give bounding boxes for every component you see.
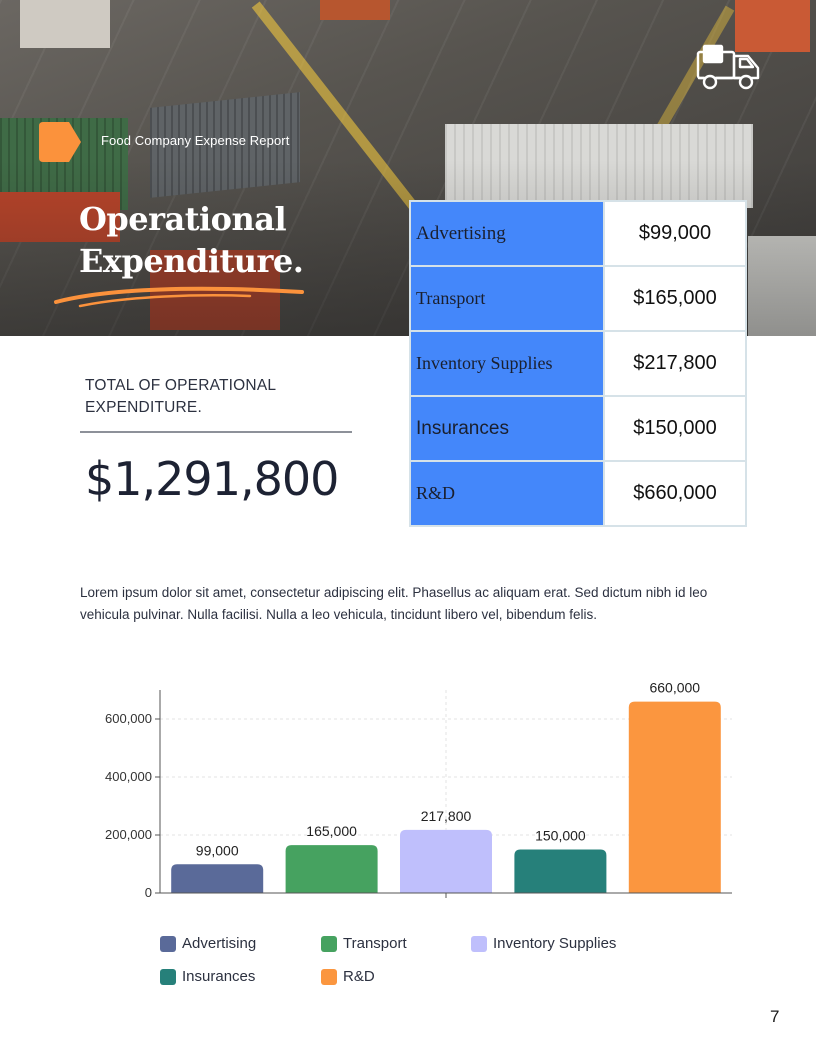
bar xyxy=(628,701,721,893)
data-label: 165,000 xyxy=(306,823,357,839)
expense-bar-chart: 0 200,000 400,000 600,000 99,000 165,000 217,8… xyxy=(60,680,760,920)
hero-photo xyxy=(0,0,816,336)
legend-label: Inventory Supplies xyxy=(493,935,617,952)
bar xyxy=(514,849,607,893)
expense-label: Insurances xyxy=(409,395,605,462)
shipping-container xyxy=(735,0,810,52)
y-tick-label: 400,000 xyxy=(105,769,152,784)
chart-legend: Advertising Transport Inventory Supplies… xyxy=(160,935,720,995)
bar xyxy=(400,829,492,893)
table-row: Insurances $150,000 xyxy=(409,395,747,462)
expense-label: Advertising xyxy=(409,200,605,267)
brand-tab-icon xyxy=(39,122,81,162)
legend-item: Advertising xyxy=(160,935,256,952)
bar xyxy=(171,864,264,893)
expense-amount: $99,000 xyxy=(603,200,747,267)
legend-swatch xyxy=(321,935,337,952)
legend-swatch xyxy=(160,935,176,952)
expense-amount: $660,000 xyxy=(603,460,747,527)
table-row: R&D $660,000 xyxy=(409,460,747,527)
page-number: 7 xyxy=(770,1007,780,1026)
legend-item: R&D xyxy=(321,968,375,985)
expense-table: Advertising $99,000 Transport $165,000 I… xyxy=(409,200,747,527)
bar xyxy=(285,845,378,893)
expense-amount: $150,000 xyxy=(603,395,747,462)
expense-amount: $165,000 xyxy=(603,265,747,332)
heading-line-2: Expenditure. xyxy=(79,242,304,280)
legend-label: Advertising xyxy=(182,935,257,952)
table-row: Inventory Supplies $217,800 xyxy=(409,330,747,397)
bar-chart-svg: 0 200,000 400,000 600,000 99,000 165,000 217,8… xyxy=(105,680,732,900)
y-tick-label: 600,000 xyxy=(105,711,152,726)
legend-label: Insurances xyxy=(182,968,256,985)
y-tick-label: 0 xyxy=(145,885,152,900)
legend-item: Insurances xyxy=(160,968,255,985)
data-label: 99,000 xyxy=(196,842,239,858)
shipping-container xyxy=(445,124,753,208)
expense-amount: $217,800 xyxy=(603,330,747,397)
report-title: Food Company Expense Report xyxy=(101,133,290,148)
table-row: Advertising $99,000 xyxy=(409,200,747,267)
expense-label: R&D xyxy=(409,460,605,527)
legend-label: Transport xyxy=(343,935,407,952)
legend-swatch xyxy=(471,935,487,952)
shipping-container xyxy=(20,0,110,48)
legend-item: Transport xyxy=(321,935,407,952)
data-label: 217,800 xyxy=(421,808,472,824)
divider xyxy=(80,431,352,433)
y-tick-label: 200,000 xyxy=(105,827,152,842)
shipping-container xyxy=(748,236,816,336)
total-amount: $1,291,800 xyxy=(85,452,339,506)
shipping-container xyxy=(320,0,390,20)
legend-swatch xyxy=(321,968,337,985)
legend-label: R&D xyxy=(343,968,375,985)
truck-cab xyxy=(0,192,120,242)
table-row: Transport $165,000 xyxy=(409,265,747,332)
data-label: 660,000 xyxy=(649,680,700,696)
delivery-truck-icon xyxy=(696,44,762,92)
heading-line-1: Operational xyxy=(79,200,287,238)
page-heading: Operational Expenditure. xyxy=(79,198,304,282)
total-label: TOTAL OF OPERATIONAL EXPENDITURE. xyxy=(85,377,276,416)
heading-underline-swoosh xyxy=(54,286,304,308)
legend-item: Inventory Supplies xyxy=(471,935,616,952)
body-paragraph: Lorem ipsum dolor sit amet, consectetur … xyxy=(80,585,708,622)
expense-label: Transport xyxy=(409,265,605,332)
data-label: 150,000 xyxy=(535,828,586,844)
legend-swatch xyxy=(160,968,176,985)
expense-label: Inventory Supplies xyxy=(409,330,605,397)
